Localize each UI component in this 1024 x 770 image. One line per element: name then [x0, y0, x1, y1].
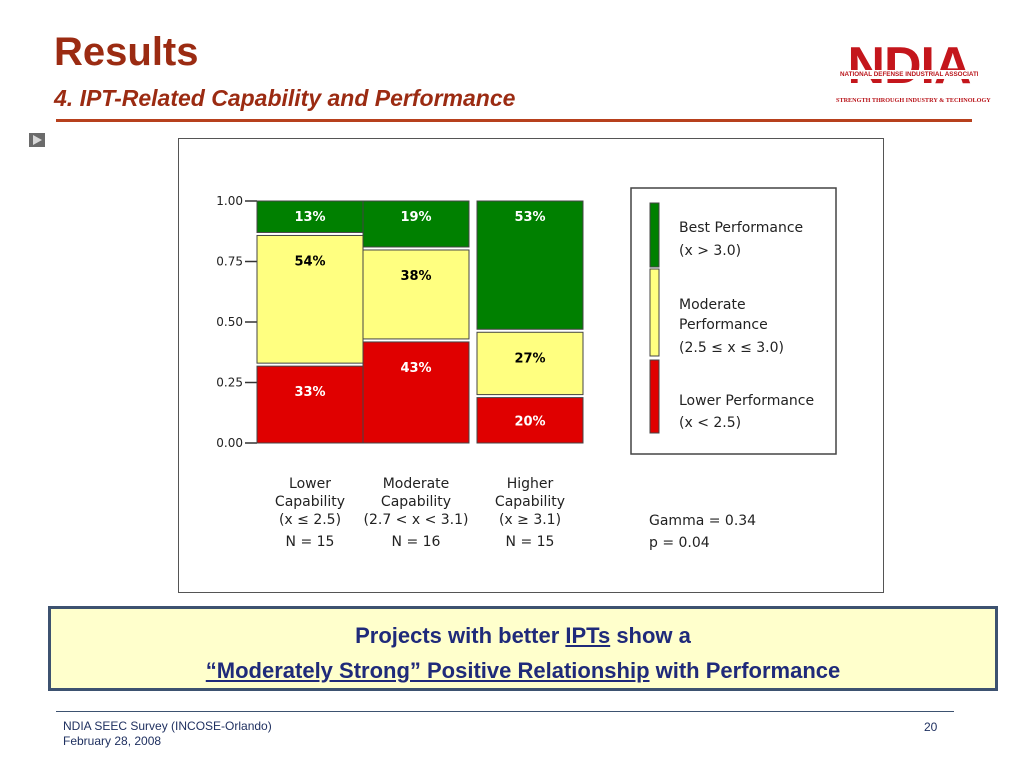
callout-line-1: Projects with better IPTs show a — [51, 623, 995, 649]
bar-segment-lower — [256, 365, 364, 444]
category-n-label: N = 15 — [506, 534, 555, 550]
category-label: (x ≥ 3.1) — [499, 512, 561, 528]
mosaic-chart: 0.00 0.25 0.50 0.75 1.00 33% 54% 13% Lower Capabi… — [178, 138, 884, 593]
y-tick-label: 0.25 — [216, 376, 243, 390]
category-label: Moderate — [383, 476, 450, 492]
category-label: Capability — [275, 494, 345, 510]
bar-segment-moderate — [476, 331, 584, 396]
bar-segment-moderate — [362, 249, 470, 340]
logo-wordmark: NDIA — [847, 37, 971, 95]
title-divider — [56, 119, 972, 122]
ndia-logo: NDIA NATIONAL DEFENSE INDUSTRIAL ASSOCIA… — [836, 37, 991, 108]
legend-swatch — [649, 268, 660, 357]
category-n-label: N = 15 — [286, 534, 335, 550]
conclusion-callout: Projects with better IPTs show a “Modera… — [48, 606, 998, 691]
y-tick-label: 0.75 — [216, 255, 243, 269]
stat-label: p = 0.04 — [649, 535, 710, 551]
slide-subtitle: 4. IPT-Related Capability and Performanc… — [54, 85, 516, 111]
logo-tagline: STRENGTH THROUGH INDUSTRY & TECHNOLOGY — [836, 97, 991, 104]
legend-label: (2.5 ≤ x ≤ 3.0) — [679, 340, 784, 356]
legend-swatch — [649, 359, 660, 434]
bar-data-label: 20% — [514, 414, 545, 429]
y-tick-label: 0.50 — [216, 315, 243, 329]
legend-label: (x < 2.5) — [679, 415, 741, 431]
legend-label: Performance — [679, 317, 768, 333]
category-n-label: N = 16 — [392, 534, 441, 550]
bar-data-label: 38% — [400, 269, 431, 284]
category-label: Lower — [289, 476, 331, 492]
legend-label: Lower Performance — [679, 393, 814, 409]
bar-data-label: 54% — [294, 254, 325, 269]
bar-segment-best — [256, 200, 364, 233]
bar-data-label: 53% — [514, 210, 545, 225]
callout-relationship-link: “Moderately Strong” Positive Relationshi… — [205, 658, 650, 683]
play-icon[interactable] — [29, 133, 45, 147]
callout-ipts-link: IPTs — [565, 623, 611, 648]
y-tick-label: 1.00 — [216, 194, 243, 208]
bar-segment-best — [362, 200, 470, 248]
bar-segment-best — [476, 200, 584, 330]
callout-text: with Performance — [649, 658, 841, 683]
callout-text: show a — [610, 623, 691, 648]
bar-segment-lower — [362, 341, 470, 444]
callout-text: Projects with better — [355, 623, 566, 648]
logo-association: NATIONAL DEFENSE INDUSTRIAL ASSOCIATION — [840, 70, 978, 79]
callout-line-2: “Moderately Strong” Positive Relationshi… — [51, 658, 995, 684]
legend-swatch — [649, 202, 660, 268]
footer-date: February 28, 2008 — [63, 734, 162, 748]
bar-data-label: 19% — [400, 210, 431, 225]
legend-label: (x > 3.0) — [679, 243, 741, 259]
category-label: (2.7 < x < 3.1) — [364, 512, 469, 528]
legend-label: Best Performance — [679, 220, 803, 236]
slide-title: Results — [54, 30, 199, 74]
y-tick-label: 0.00 — [216, 436, 243, 450]
footer-divider — [56, 711, 954, 712]
category-label: Capability — [381, 494, 451, 510]
bar-data-label: 27% — [514, 351, 545, 366]
legend-label: Moderate — [679, 297, 746, 313]
bar-segment-lower — [476, 397, 584, 444]
page-number: 20 — [924, 720, 938, 734]
bar-data-label: 13% — [294, 210, 325, 225]
stat-label: Gamma = 0.34 — [649, 513, 756, 529]
legend-box — [630, 187, 837, 455]
bar-data-label: 33% — [294, 385, 325, 400]
footer-source: NDIA SEEC Survey (INCOSE-Orlando) Februa… — [63, 719, 272, 749]
bar-segment-moderate — [256, 234, 364, 364]
bar-data-label: 43% — [400, 361, 431, 376]
category-label: (x ≤ 2.5) — [279, 512, 341, 528]
footer-source-text: NDIA SEEC Survey (INCOSE-Orlando) — [63, 719, 272, 733]
category-label: Higher — [507, 476, 554, 492]
category-label: Capability — [495, 494, 565, 510]
